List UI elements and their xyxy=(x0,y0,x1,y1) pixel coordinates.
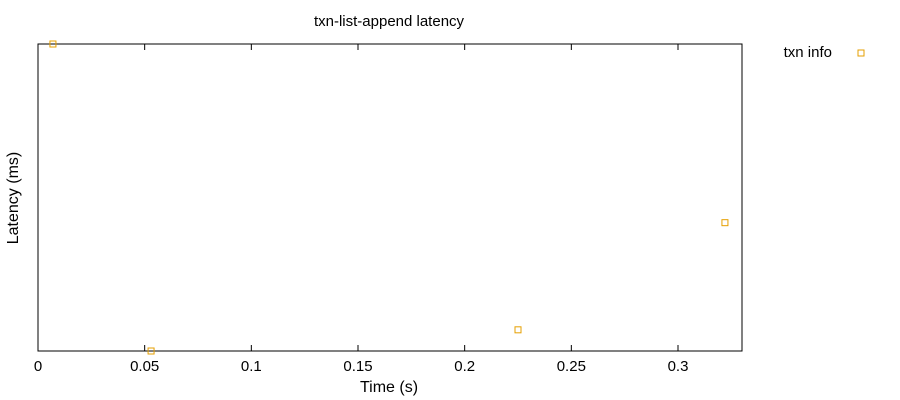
legend-label-txn-info: txn info xyxy=(784,44,832,61)
x-tick-label: 0.1 xyxy=(241,358,262,375)
y-axis-label: Latency (ms) xyxy=(5,152,22,244)
series-txn-info-points xyxy=(49,40,729,355)
x-tick-label: 0.25 xyxy=(557,358,586,375)
x-tick-label: 0.15 xyxy=(343,358,372,375)
x-tick-label: 0.3 xyxy=(668,358,689,375)
data-point xyxy=(147,347,155,355)
x-axis-label: Time (s) xyxy=(360,379,418,396)
legend: txn info xyxy=(784,44,865,61)
chart-title: txn-list-append latency xyxy=(314,13,465,30)
data-point xyxy=(514,326,522,334)
plot-frame xyxy=(37,43,743,352)
x-tick-label: 0 xyxy=(34,358,42,375)
legend-marker-txn-info xyxy=(857,49,865,57)
x-axis-ticks xyxy=(37,44,679,351)
x-tick-label: 0.05 xyxy=(130,358,159,375)
x-tick-label: 0.2 xyxy=(454,358,475,375)
x-axis-tick-labels: 0 0.05 0.1 0.15 0.2 0.25 0.3 xyxy=(34,358,689,375)
data-point xyxy=(721,219,729,227)
data-point xyxy=(49,40,57,48)
